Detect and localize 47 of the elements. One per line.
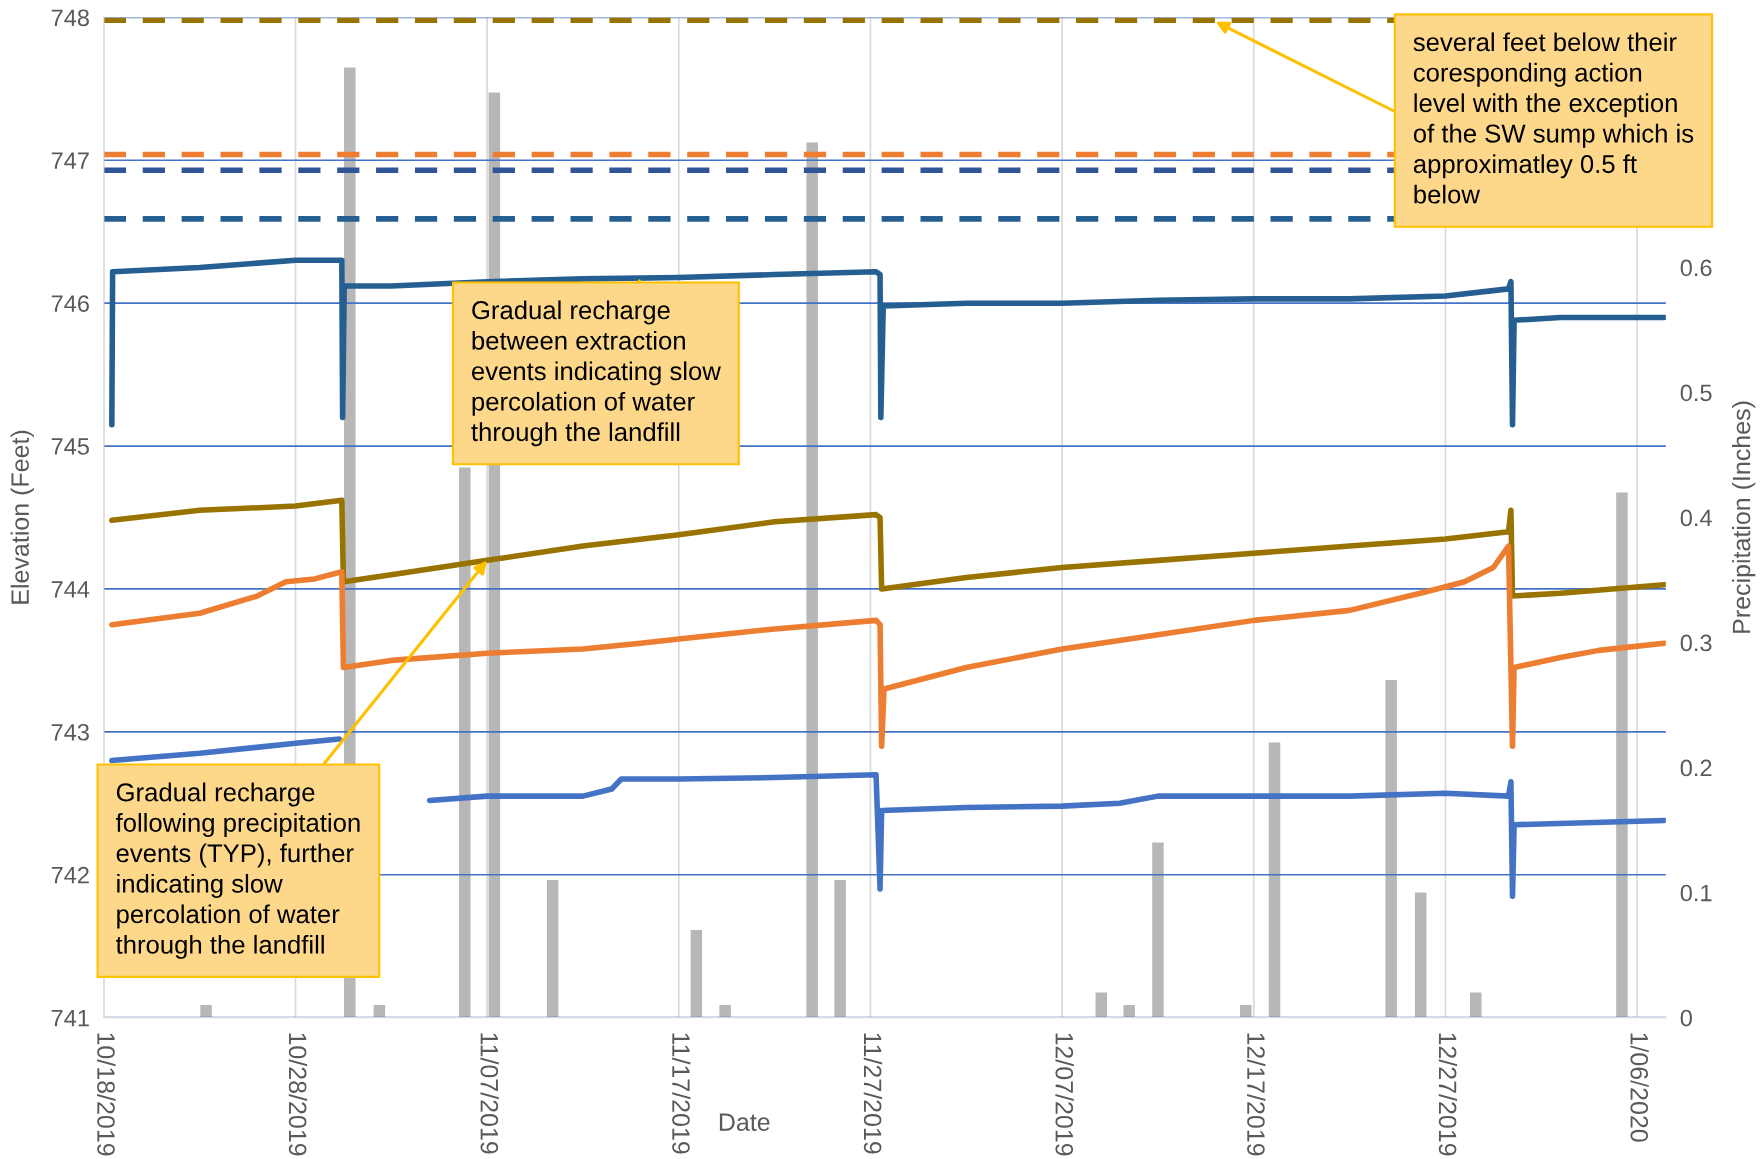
y-tick-label: 745: [51, 438, 89, 455]
x-tick-label: 12/27/2019: [1438, 1033, 1458, 1156]
y-tick-label: 742: [51, 866, 89, 884]
x-tick-label: 1/06/2020: [1630, 1033, 1649, 1142]
y2-tick-label: 0.1: [1680, 884, 1712, 902]
bar: [1095, 992, 1107, 1018]
y2-tick-label: 0.4: [1680, 509, 1712, 527]
x-tick-label: 11/07/2019: [480, 1033, 499, 1154]
y2-axis-title: Precipitation (Inches): [1731, 401, 1756, 633]
y2-tick-label: 0.3: [1680, 634, 1712, 652]
x-tick-label: 12/17/2019: [1247, 1033, 1266, 1156]
bar: [1385, 680, 1397, 1018]
bar: [1414, 892, 1427, 1018]
bar: [459, 467, 471, 1018]
x-tick-label: 10/28/2019: [288, 1033, 308, 1156]
bar: [1268, 742, 1281, 1018]
bar: [1123, 1005, 1135, 1018]
bar: [690, 930, 703, 1018]
y-tick-label: 748: [51, 9, 89, 27]
bar: [834, 880, 846, 1018]
bar: [1616, 492, 1628, 1018]
x-axis-title: Date: [719, 1113, 770, 1131]
bar: [806, 142, 818, 1018]
bar: [719, 1005, 731, 1018]
bar: [546, 880, 559, 1018]
x-tick-label: 11/27/2019: [863, 1033, 883, 1154]
y2-tick-label: 0: [1680, 1009, 1692, 1027]
y-tick-label: 746: [51, 295, 89, 312]
bar: [200, 1005, 212, 1018]
x-tick-label: 12/07/2019: [1055, 1033, 1074, 1156]
bar: [1470, 992, 1482, 1018]
annotation: Gradual recharge following precipitation events (TYP), further indicating slow percolation of water through the landfill: [115, 782, 360, 959]
y-tick-label: 741: [51, 1009, 89, 1027]
y-tick-label: 744: [51, 581, 90, 598]
annotation: Gradual recharge between extraction events indicating slow percolation of water through the landfill: [471, 300, 721, 447]
y2-tick-label: 0.2: [1680, 759, 1712, 777]
bar: [1152, 842, 1164, 1018]
y2-tick-label: 0.6: [1680, 259, 1712, 277]
y-tick-label: 747: [51, 152, 89, 169]
x-tick-label: 11/17/2019: [672, 1033, 691, 1154]
bar: [1240, 1005, 1252, 1018]
annotation: several feet below their coresponding action level with the exception of the SW sump which is approximatley 0.5 ft below: [1413, 32, 1694, 204]
x-tick-label: 10/18/2019: [97, 1033, 116, 1156]
y2-tick-label: 0.5: [1680, 384, 1712, 402]
y-tick-label: 743: [51, 723, 89, 741]
y-axis-title: Elevation (Feet): [10, 430, 34, 604]
bar: [373, 1005, 386, 1018]
